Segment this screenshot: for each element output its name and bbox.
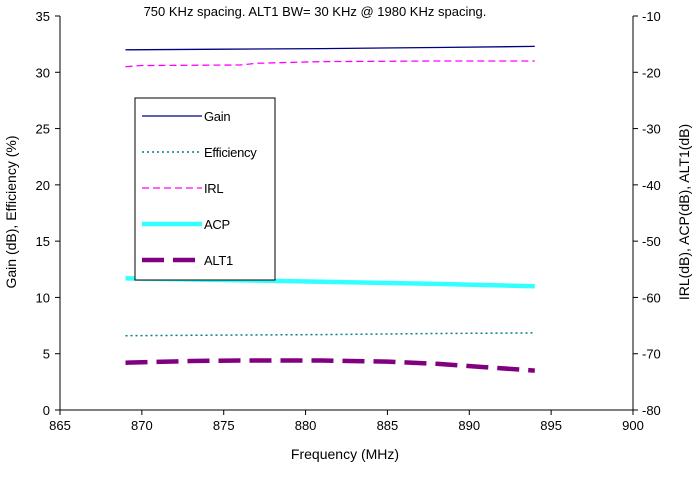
y2-tick-label: -10 — [642, 9, 661, 24]
y-tick-label: 5 — [43, 347, 50, 362]
y2-axis-label: IRL(dB), ACP(dB), ALT1(dB) — [676, 124, 692, 300]
y2-tick-label: -20 — [642, 65, 661, 80]
x-tick-label: 890 — [458, 418, 480, 433]
chart-title: 750 KHz spacing. ALT1 BW= 30 KHz @ 1980 … — [144, 4, 487, 19]
legend-entry-gain: Gain — [204, 109, 230, 124]
series-line-irl — [125, 60, 535, 68]
series-line-efficiency — [125, 332, 535, 337]
plot-area: 865 870 875 880 885 890 895 900 0 5 10 15 20 25 30 35 -8… — [36, 9, 661, 433]
legend-entry-efficiency: Efficiency — [204, 145, 257, 160]
y2-tick-label: -80 — [642, 403, 661, 418]
y2-tick-label: -40 — [642, 178, 661, 193]
y-tick-label: 15 — [36, 234, 50, 249]
y-axis-label: Gain (dB), Efficiency (%) — [3, 135, 19, 288]
legend-entry-acp: ACP — [204, 217, 230, 232]
y-tick-label: 35 — [36, 9, 50, 24]
x-tick-label: 900 — [622, 418, 644, 433]
y-tick-label: 0 — [43, 403, 50, 418]
x-axis-label: Frequency (MHz) — [291, 446, 399, 462]
series-line-gain — [125, 45, 535, 51]
y-tick-label: 25 — [36, 122, 50, 137]
y-tick-label: 30 — [36, 65, 50, 80]
series-line-alt1 — [125, 358, 535, 373]
x-tick-label: 875 — [213, 418, 235, 433]
legend-box — [134, 97, 276, 281]
x-tick-label: 895 — [540, 418, 562, 433]
y2-tick-label: -50 — [642, 234, 661, 249]
y-tick-label: 10 — [36, 290, 50, 305]
legend-entry-irl: IRL — [204, 181, 223, 196]
y2-tick-label: -70 — [642, 347, 661, 362]
x-tick-label: 865 — [49, 418, 71, 433]
x-tick-label: 880 — [295, 418, 317, 433]
y2-tick-label: -30 — [642, 122, 661, 137]
legend-entry-alt1: ALT1 — [204, 253, 233, 268]
x-tick-label: 885 — [377, 418, 399, 433]
x-tick-label: 870 — [131, 418, 153, 433]
y-tick-label: 20 — [36, 178, 50, 193]
y2-tick-label: -60 — [642, 290, 661, 305]
